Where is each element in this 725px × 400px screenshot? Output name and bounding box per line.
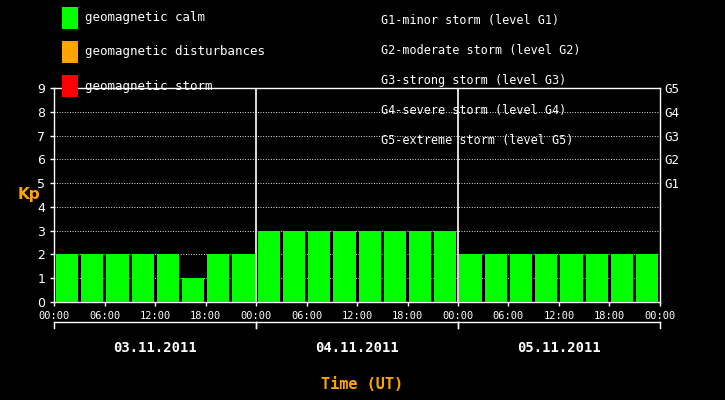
- Text: 04.11.2011: 04.11.2011: [315, 341, 399, 355]
- Text: geomagnetic calm: geomagnetic calm: [85, 12, 205, 24]
- Bar: [384, 231, 406, 302]
- Bar: [207, 254, 229, 302]
- Bar: [510, 254, 532, 302]
- Bar: [283, 231, 305, 302]
- Bar: [611, 254, 633, 302]
- Text: G5-extreme storm (level G5): G5-extreme storm (level G5): [381, 134, 573, 147]
- Text: 05.11.2011: 05.11.2011: [517, 341, 601, 355]
- Text: G3-strong storm (level G3): G3-strong storm (level G3): [381, 74, 566, 87]
- Text: geomagnetic disturbances: geomagnetic disturbances: [85, 46, 265, 58]
- Bar: [233, 254, 254, 302]
- Text: Time (UT): Time (UT): [321, 377, 404, 392]
- Bar: [636, 254, 658, 302]
- Bar: [560, 254, 583, 302]
- Bar: [359, 231, 381, 302]
- Bar: [535, 254, 558, 302]
- Bar: [586, 254, 608, 302]
- Bar: [434, 231, 457, 302]
- Bar: [334, 231, 355, 302]
- Bar: [409, 231, 431, 302]
- Text: G4-severe storm (level G4): G4-severe storm (level G4): [381, 104, 566, 117]
- Text: geomagnetic storm: geomagnetic storm: [85, 80, 212, 92]
- Y-axis label: Kp: Kp: [17, 188, 41, 202]
- Text: G1-minor storm (level G1): G1-minor storm (level G1): [381, 14, 559, 27]
- Bar: [56, 254, 78, 302]
- Bar: [107, 254, 128, 302]
- Bar: [131, 254, 154, 302]
- Text: 03.11.2011: 03.11.2011: [113, 341, 197, 355]
- Bar: [257, 231, 280, 302]
- Bar: [182, 278, 204, 302]
- Text: G2-moderate storm (level G2): G2-moderate storm (level G2): [381, 44, 580, 57]
- Bar: [460, 254, 481, 302]
- Bar: [157, 254, 179, 302]
- Bar: [81, 254, 103, 302]
- Bar: [485, 254, 507, 302]
- Bar: [308, 231, 331, 302]
